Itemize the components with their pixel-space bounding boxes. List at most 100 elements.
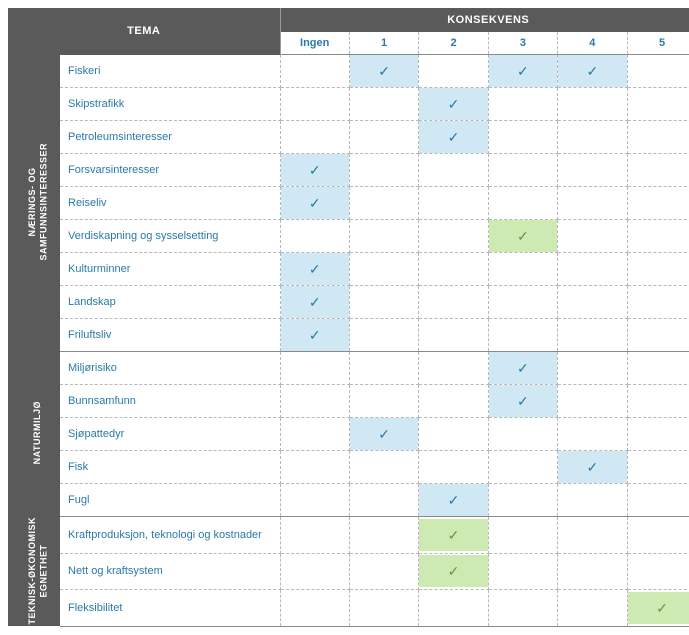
matrix-cell xyxy=(349,553,418,590)
matrix-cell: ✓ xyxy=(558,451,627,484)
matrix-cell xyxy=(488,88,557,121)
check-icon: ✓ xyxy=(419,555,487,587)
matrix-cell xyxy=(627,253,689,286)
matrix-cell xyxy=(419,187,488,220)
header-konsekvens: KONSEKVENS xyxy=(280,8,689,32)
matrix-cell xyxy=(280,220,349,253)
matrix-cell: ✓ xyxy=(280,253,349,286)
header-row-1: TEMA KONSEKVENS xyxy=(8,8,689,32)
category-label: NATURMILJØ xyxy=(16,352,60,517)
matrix-cell xyxy=(627,121,689,154)
matrix-cell: ✓ xyxy=(280,319,349,352)
col-5: 5 xyxy=(627,32,689,55)
matrix-cell xyxy=(488,418,557,451)
matrix-cell xyxy=(627,418,689,451)
table-row: Bunnsamfunn ✓ xyxy=(8,385,689,418)
matrix-cell xyxy=(419,319,488,352)
matrix-cell: ✓ xyxy=(280,187,349,220)
check-icon: ✓ xyxy=(350,55,418,87)
check-icon: ✓ xyxy=(489,352,557,384)
matrix-cell xyxy=(280,553,349,590)
check-icon: ✓ xyxy=(489,385,557,417)
matrix-cell: ✓ xyxy=(280,154,349,187)
row-label: Fiskeri xyxy=(60,55,280,88)
matrix-cell: ✓ xyxy=(280,286,349,319)
table-row: NÆRINGS- OG SAMFUNNSINTERESSERFiskeri✓✓✓ xyxy=(8,55,689,88)
matrix-cell: ✓ xyxy=(627,590,689,627)
matrix-cell xyxy=(488,517,557,554)
table-row: TEKNISK-ØKONOMISK EGNETHETKraftproduksjo… xyxy=(8,517,689,554)
matrix-cell xyxy=(558,517,627,554)
matrix-cell xyxy=(419,352,488,385)
matrix-cell xyxy=(558,590,627,627)
table-row: Landskap✓ xyxy=(8,286,689,319)
matrix-cell xyxy=(558,352,627,385)
matrix-table: TEMA KONSEKVENS Ingen 1 2 3 4 5 NÆRINGS-… xyxy=(8,8,689,627)
matrix-cell xyxy=(627,187,689,220)
matrix-cell xyxy=(349,451,418,484)
check-icon: ✓ xyxy=(281,253,349,285)
matrix-cell xyxy=(419,154,488,187)
matrix-cell xyxy=(280,484,349,517)
matrix-cell xyxy=(627,286,689,319)
check-icon: ✓ xyxy=(281,286,349,318)
matrix-cell xyxy=(488,187,557,220)
matrix-cell xyxy=(280,121,349,154)
matrix-cell xyxy=(280,451,349,484)
matrix-cell xyxy=(627,319,689,352)
matrix-cell xyxy=(488,451,557,484)
table-header: TEMA KONSEKVENS Ingen 1 2 3 4 5 xyxy=(8,8,689,55)
matrix-cell xyxy=(280,352,349,385)
matrix-cell xyxy=(349,385,418,418)
check-icon: ✓ xyxy=(558,55,626,87)
row-label: Friluftsliv xyxy=(60,319,280,352)
matrix-cell xyxy=(488,553,557,590)
matrix-cell xyxy=(349,590,418,627)
matrix-cell: ✓ xyxy=(419,121,488,154)
matrix-cell xyxy=(627,385,689,418)
matrix-cell xyxy=(488,286,557,319)
spacer xyxy=(8,517,16,627)
matrix-cell xyxy=(558,553,627,590)
check-icon: ✓ xyxy=(281,187,349,219)
matrix-cell: ✓ xyxy=(488,55,557,88)
matrix-cell xyxy=(280,88,349,121)
matrix-cell xyxy=(280,418,349,451)
row-label: Bunnsamfunn xyxy=(60,385,280,418)
spacer xyxy=(8,55,16,352)
row-label: Fleksibilitet xyxy=(60,590,280,627)
matrix-cell xyxy=(349,253,418,286)
matrix-cell xyxy=(558,154,627,187)
matrix-cell: ✓ xyxy=(419,517,488,554)
table-row: Nett og kraftsystem✓ xyxy=(8,553,689,590)
matrix-cell xyxy=(488,121,557,154)
matrix-cell: ✓ xyxy=(349,418,418,451)
matrix-cell xyxy=(280,590,349,627)
check-icon: ✓ xyxy=(281,154,349,186)
matrix-cell: ✓ xyxy=(558,55,627,88)
table-row: Fisk ✓ xyxy=(8,451,689,484)
matrix-cell xyxy=(627,352,689,385)
matrix-cell xyxy=(419,253,488,286)
matrix-cell xyxy=(627,451,689,484)
matrix-cell xyxy=(627,484,689,517)
col-1: 1 xyxy=(349,32,418,55)
matrix-cell: ✓ xyxy=(488,352,557,385)
spacer xyxy=(8,352,16,517)
matrix-cell xyxy=(558,88,627,121)
row-label: Kulturminner xyxy=(60,253,280,286)
header-tema: TEMA xyxy=(8,8,280,55)
row-label: Fisk xyxy=(60,451,280,484)
matrix-cell xyxy=(419,55,488,88)
matrix-cell xyxy=(627,88,689,121)
check-icon: ✓ xyxy=(419,121,487,153)
row-label: Reiseliv xyxy=(60,187,280,220)
matrix-cell xyxy=(558,187,627,220)
matrix-cell xyxy=(558,286,627,319)
matrix-cell xyxy=(419,451,488,484)
matrix-cell xyxy=(558,253,627,286)
matrix-cell xyxy=(627,553,689,590)
matrix-cell: ✓ xyxy=(488,385,557,418)
matrix-cell xyxy=(349,517,418,554)
matrix-cell: ✓ xyxy=(349,55,418,88)
